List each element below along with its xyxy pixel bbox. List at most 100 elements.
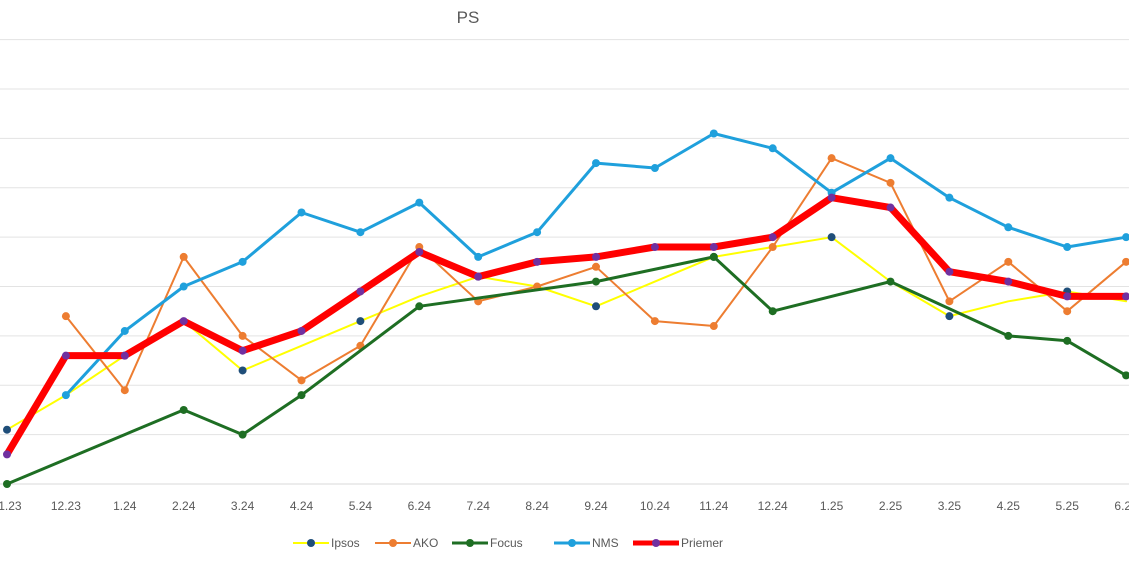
data-point-ako [650, 317, 659, 326]
data-point-priemer [592, 252, 600, 261]
x-tick-label: 10.24 [640, 499, 670, 513]
x-tick-label: 7.24 [467, 499, 491, 513]
data-point-priemer [709, 243, 718, 252]
data-point-priemer [886, 203, 895, 212]
data-point-priemer [61, 351, 70, 360]
x-tick-label: 5.24 [349, 499, 373, 513]
x-tick-label: 3.24 [231, 499, 255, 513]
x-tick-label: 2.24 [172, 499, 196, 513]
data-point-nms [120, 326, 129, 335]
data-point-focus [1004, 331, 1013, 340]
x-tick-label: 4.24 [290, 499, 314, 513]
data-point-priemer [1122, 292, 1129, 301]
data-point-priemer [179, 317, 188, 326]
data-point-priemer [650, 243, 659, 252]
data-point-nms [945, 193, 954, 202]
x-tick-label: 1.24 [113, 499, 137, 513]
data-point-priemer [768, 233, 777, 242]
data-point-priemer [297, 326, 306, 335]
data-point-nms [768, 144, 777, 153]
data-point-nms [238, 257, 247, 266]
data-point-nms [474, 252, 483, 261]
legend-marker-nms [568, 539, 576, 547]
series-line-ipsos [6, 236, 1128, 431]
data-point-ipsos [827, 233, 836, 242]
x-tick-label: 5.25 [1056, 499, 1080, 513]
data-point-nms [533, 228, 542, 237]
data-point-focus [1063, 336, 1072, 345]
data-point-ako [886, 178, 895, 187]
data-point-nms [709, 129, 718, 138]
data-point-priemer [415, 247, 424, 256]
legend-label-nms: NMS [592, 536, 619, 550]
data-point-ipsos [3, 425, 11, 434]
data-point-focus [415, 302, 424, 311]
legend-label-ipsos: Ipsos [331, 536, 360, 550]
data-point-nms [592, 159, 600, 168]
chart-title: PS [456, 8, 480, 27]
data-point-ako [1122, 257, 1129, 266]
data-point-priemer [827, 193, 836, 202]
x-tick-label: 4.25 [997, 499, 1021, 513]
data-point-nms [1122, 233, 1129, 242]
data-point-focus [768, 307, 777, 316]
data-point-focus [886, 277, 895, 286]
data-point-nms [650, 164, 659, 173]
data-point-priemer [1063, 292, 1072, 301]
data-point-nms [297, 208, 306, 217]
data-point-ako [827, 154, 836, 163]
data-point-ako [1063, 307, 1072, 316]
data-point-priemer [238, 346, 247, 355]
x-tick-label: 6.25 [1114, 499, 1129, 513]
data-point-nms [1063, 243, 1072, 252]
data-point-priemer [3, 450, 11, 459]
data-point-nms [61, 391, 70, 400]
data-point-ako [179, 252, 188, 261]
data-point-nms [179, 282, 188, 291]
x-tick-label: 11.24 [699, 499, 728, 513]
data-point-focus [297, 391, 306, 400]
legend-marker-ako [389, 539, 397, 547]
data-point-ako [120, 386, 129, 395]
data-point-ako [592, 262, 600, 271]
x-tick-label: 2.25 [879, 499, 903, 513]
x-tick-label: 12.23 [51, 499, 81, 513]
data-point-ako [238, 331, 247, 340]
data-point-priemer [533, 257, 542, 266]
data-point-ako [61, 312, 70, 321]
data-point-priemer [1004, 277, 1013, 286]
data-point-nms [356, 228, 365, 237]
x-tick-label: 9.24 [584, 499, 608, 513]
data-point-focus [709, 252, 718, 261]
data-point-focus [179, 405, 188, 414]
data-point-priemer [474, 272, 483, 281]
x-tick-label: 11.23 [0, 499, 22, 513]
legend-label-ako: AKO [413, 536, 438, 550]
data-point-ako [1004, 257, 1013, 266]
data-point-ako [768, 243, 777, 252]
x-tick-label: 3.25 [938, 499, 962, 513]
legend-label-priemer: Priemer [681, 536, 723, 550]
data-point-ako [945, 297, 954, 306]
data-point-focus [592, 277, 600, 286]
data-point-priemer [356, 287, 365, 296]
series-line-focus [5, 255, 1128, 486]
data-point-ipsos [238, 366, 247, 375]
data-point-nms [1004, 223, 1013, 232]
legend-marker-priemer [652, 539, 660, 547]
series-line-priemer [3, 194, 1129, 458]
data-point-focus [1122, 371, 1129, 380]
data-point-ipsos [945, 312, 954, 321]
data-point-nms [886, 154, 895, 163]
x-tick-label: 8.24 [525, 499, 549, 513]
data-point-focus [3, 480, 11, 488]
data-point-ako [297, 376, 306, 385]
legend-marker-focus [466, 539, 474, 547]
data-point-priemer [945, 267, 954, 276]
x-tick-label: 1.25 [820, 499, 844, 513]
data-point-priemer [120, 351, 129, 360]
data-point-nms [415, 198, 424, 207]
data-point-focus [238, 430, 247, 439]
legend-label-focus: Focus [490, 536, 523, 550]
